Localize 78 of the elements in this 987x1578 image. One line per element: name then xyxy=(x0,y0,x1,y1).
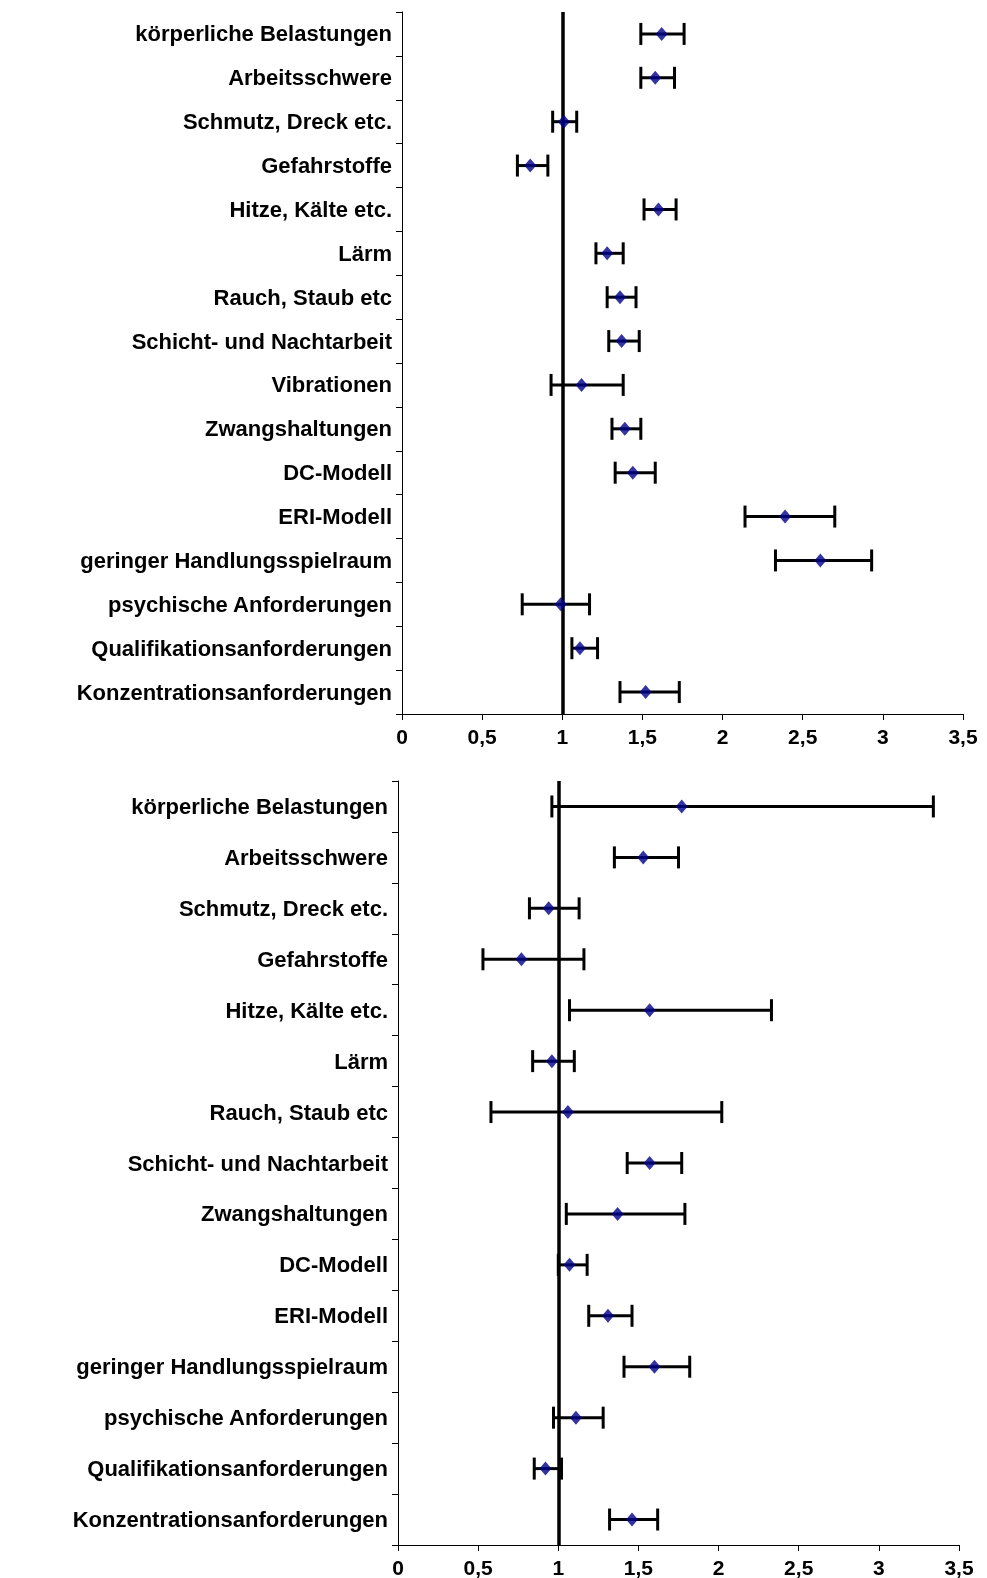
y-tick-label: geringer Handlungsspielraum xyxy=(76,1354,388,1380)
point xyxy=(611,1206,624,1221)
point xyxy=(637,850,650,865)
point xyxy=(615,334,628,349)
point xyxy=(626,465,639,480)
point xyxy=(542,901,555,916)
y-tick-label: DC-Modell xyxy=(283,460,392,486)
y-tick-label: Schmutz, Dreck etc. xyxy=(182,109,392,135)
x-tick-label: 1,5 xyxy=(627,725,658,748)
x-tick-label: 0,5 xyxy=(467,725,498,748)
y-tick-label: psychische Anforderungen xyxy=(107,591,392,617)
y-tick-label: Qualifikationsanforderungen xyxy=(91,635,392,661)
y-tick-label: geringer Handlungsspielraum xyxy=(80,547,392,573)
x-tick-label: 3 xyxy=(877,725,889,748)
point xyxy=(561,1105,574,1120)
y-tick-label: Konzentrationsanforderungen xyxy=(72,1507,388,1533)
x-tick-label: 1 xyxy=(552,1556,565,1578)
y-tick-label: Gefahrstoffe xyxy=(261,153,392,179)
point xyxy=(618,421,631,436)
point xyxy=(639,685,652,700)
x-tick-label: 3,5 xyxy=(944,1556,974,1578)
y-tick-label: Arbeitsschwere xyxy=(228,65,392,91)
point xyxy=(539,1461,552,1476)
y-tick-label: Gefahrstoffe xyxy=(257,946,388,972)
y-tick-label: Vibrationen xyxy=(271,372,392,398)
y-tick-label: ERI-Modell xyxy=(274,1303,388,1329)
x-tick-label: 2 xyxy=(716,725,729,748)
y-tick-label: Lärm xyxy=(338,240,392,266)
point xyxy=(643,1156,656,1170)
y-tick-label: Zwangshaltungen xyxy=(201,1201,388,1227)
point xyxy=(524,158,537,173)
point xyxy=(601,246,614,261)
point xyxy=(649,70,662,85)
point xyxy=(554,597,567,612)
x-tick-label: 2 xyxy=(712,1556,725,1578)
y-tick-label: Schicht- und Nachtarbeit xyxy=(127,1150,389,1176)
x-tick-label: 3 xyxy=(873,1556,885,1578)
y-tick-label: körperliche Belastungen xyxy=(135,21,392,47)
x-tick-label: 0,5 xyxy=(463,1556,494,1578)
y-tick-label: Schmutz, Dreck etc. xyxy=(178,895,388,921)
point xyxy=(814,553,827,568)
x-tick-label: 1,5 xyxy=(623,1556,654,1578)
y-tick-label: Zwangshaltungen xyxy=(205,416,392,442)
y-tick-label: Arbeitsschwere xyxy=(224,844,388,870)
y-tick-label: Qualifikationsanforderungen xyxy=(87,1456,388,1482)
point xyxy=(557,114,570,129)
point xyxy=(675,799,688,814)
x-tick-label: 1 xyxy=(556,725,569,748)
point xyxy=(601,1308,614,1323)
point xyxy=(563,1257,576,1272)
point xyxy=(643,1003,656,1018)
point xyxy=(655,26,668,41)
x-tick-label: 2,5 xyxy=(788,725,818,748)
x-tick-label: 3,5 xyxy=(948,725,978,748)
point xyxy=(613,290,626,305)
point xyxy=(569,1410,582,1425)
y-tick-label: ERI-Modell xyxy=(278,504,392,530)
y-tick-label: Hitze, Kälte etc. xyxy=(225,997,388,1023)
point xyxy=(545,1054,558,1069)
y-tick-label: körperliche Belastungen xyxy=(131,793,388,819)
y-tick-label: Konzentrationsanforderungen xyxy=(76,679,392,705)
point xyxy=(575,377,588,392)
y-tick-label: Hitze, Kälte etc. xyxy=(229,196,392,222)
x-tick-label: 0 xyxy=(396,725,408,748)
y-tick-label: Rauch, Staub etc xyxy=(213,284,392,310)
y-tick-label: Lärm xyxy=(334,1048,388,1074)
point xyxy=(626,1512,639,1527)
x-tick-label: 0 xyxy=(392,1556,404,1578)
y-tick-label: psychische Anforderungen xyxy=(103,1405,388,1431)
y-tick-label: DC-Modell xyxy=(279,1252,388,1278)
y-tick-label: Rauch, Staub etc xyxy=(209,1099,388,1125)
y-tick-label: Schicht- und Nachtarbeit xyxy=(131,328,393,354)
x-tick-label: 2,5 xyxy=(784,1556,814,1578)
point xyxy=(779,509,792,524)
point xyxy=(652,202,665,217)
point xyxy=(648,1359,661,1374)
point xyxy=(515,952,528,967)
point xyxy=(573,641,586,656)
